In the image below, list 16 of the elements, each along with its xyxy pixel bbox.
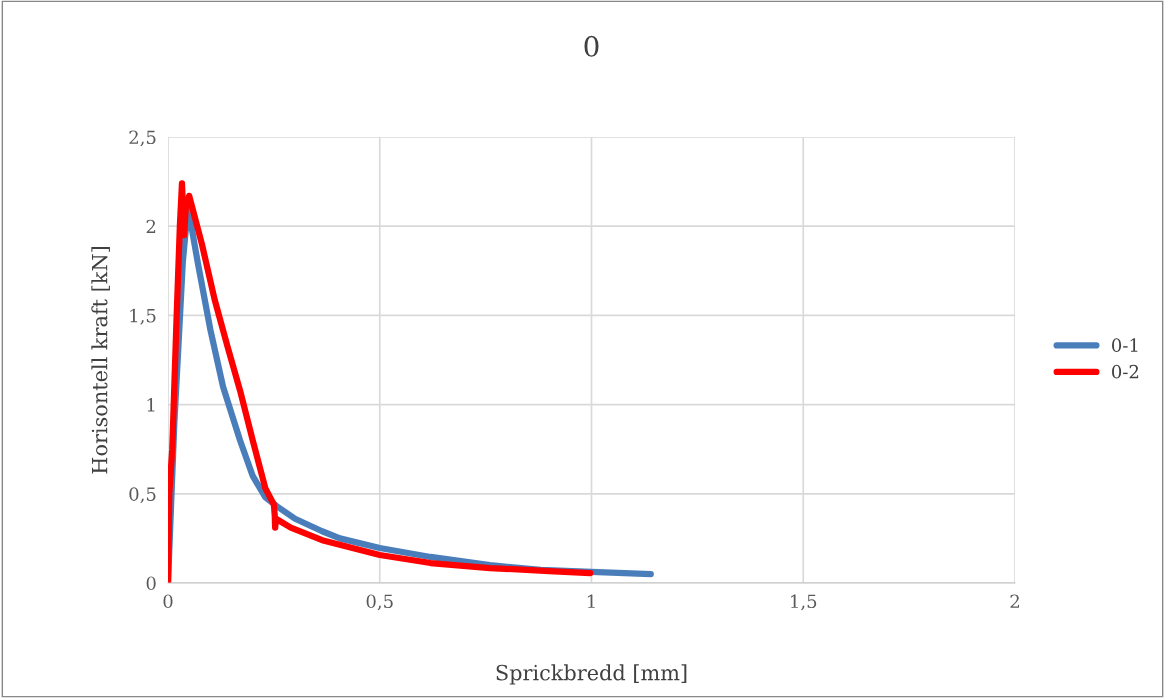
y-tick-label: 2,5 (129, 130, 156, 147)
x-tick-label: 0,5 (366, 594, 393, 611)
x-tick-label: 2 (1010, 594, 1019, 608)
chart-title: 0 (584, 35, 599, 57)
x-axis-title: Sprickbredd [mm] (496, 664, 687, 685)
x-tick-label: 0 (163, 594, 173, 609)
y-tick-label: 2 (146, 219, 156, 234)
y-tick-label: 1,5 (130, 308, 156, 325)
y-axis-title: Horisontell kraft [kN] (91, 247, 110, 474)
x-tick-label: 1,5 (791, 594, 817, 611)
y-tick-label: 1 (147, 398, 155, 412)
y-tick-label: 0 (146, 576, 156, 591)
y-tick-label: 0,5 (129, 487, 156, 504)
legend-label: 0-1 (1112, 338, 1138, 352)
legend-label: 0-2 (1112, 364, 1139, 379)
x-tick-label: 1 (587, 594, 595, 608)
